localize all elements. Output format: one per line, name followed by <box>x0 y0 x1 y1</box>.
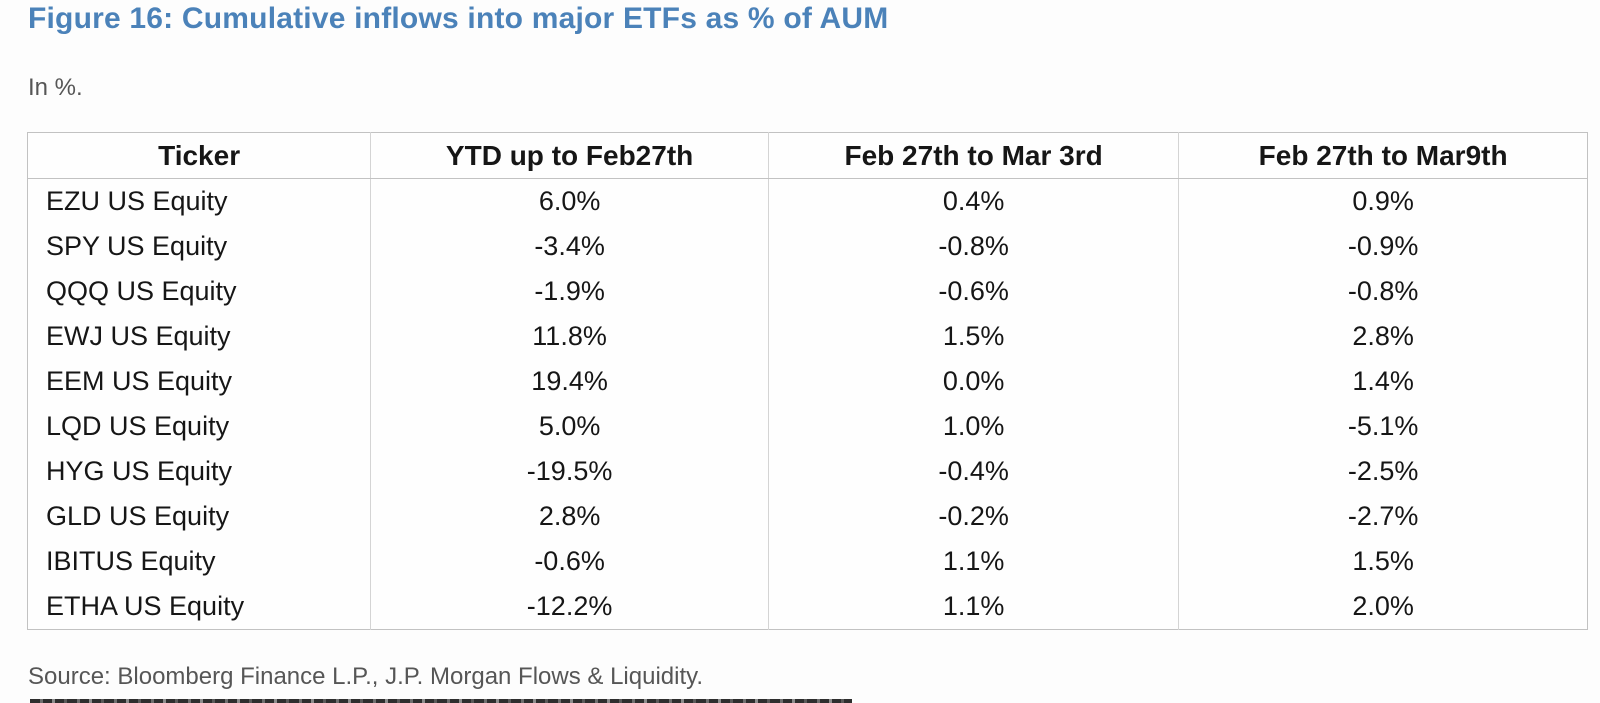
ticker-cell: ETHA US Equity <box>46 591 245 621</box>
value-cell: -0.6% <box>767 269 1179 314</box>
table-header-row: Ticker YTD up to Feb27th Feb 27th to Mar… <box>27 132 1588 179</box>
ticker-cell: LQD US Equity <box>46 411 230 441</box>
value-cell: 1.4% <box>1178 359 1588 404</box>
table-row: HYG US Equity -19.5% -0.4% -2.5% <box>28 449 1588 494</box>
value-cell: -0.2% <box>767 494 1179 539</box>
table-row: EZU US Equity 6.0% 0.4% 0.9% <box>28 178 1588 224</box>
value-cell: -0.4% <box>767 449 1179 494</box>
value-cell: -3.4% <box>370 224 769 269</box>
value-cell: -1.9% <box>370 269 769 314</box>
value-cell: -0.6% <box>370 539 769 584</box>
value-cell: -5.1% <box>1178 404 1588 449</box>
ticker-cell: EWJ US Equity <box>46 321 231 351</box>
table-row: LQD US Equity 5.0% 1.0% -5.1% <box>28 404 1588 449</box>
value-cell: 19.4% <box>370 359 769 404</box>
value-cell: -2.5% <box>1178 449 1588 494</box>
figure-subtitle: In %. <box>28 74 83 101</box>
ticker-cell: QQQ US Equity <box>46 276 237 306</box>
figure-title: Figure 16: Cumulative inflows into major… <box>28 2 889 35</box>
column-header-feb27-mar3: Feb 27th to Mar 3rd <box>767 132 1179 179</box>
value-cell: 1.1% <box>767 584 1179 630</box>
value-cell: 2.8% <box>1178 314 1588 359</box>
value-cell: 1.5% <box>767 314 1179 359</box>
value-cell: 0.4% <box>767 178 1179 224</box>
ticker-cell: IBITUS Equity <box>46 546 216 576</box>
value-cell: -0.8% <box>767 224 1179 269</box>
etf-flows-table: Ticker YTD up to Feb27th Feb 27th to Mar… <box>27 132 1588 630</box>
value-cell: -12.2% <box>370 584 769 630</box>
value-cell: 2.0% <box>1178 584 1588 630</box>
table-row: GLD US Equity 2.8% -0.2% -2.7% <box>28 494 1588 539</box>
column-header-feb27-mar9: Feb 27th to Mar9th <box>1178 132 1588 179</box>
ticker-cell: GLD US Equity <box>46 501 230 531</box>
value-cell: 0.0% <box>767 359 1179 404</box>
value-cell: -0.8% <box>1178 269 1588 314</box>
value-cell: 11.8% <box>370 314 769 359</box>
value-cell: 5.0% <box>370 404 769 449</box>
value-cell: 1.0% <box>767 404 1179 449</box>
value-cell: 1.1% <box>767 539 1179 584</box>
table-row: EEM US Equity 19.4% 0.0% 1.4% <box>28 359 1588 404</box>
value-cell: 2.8% <box>370 494 769 539</box>
table-row: ETHA US Equity -12.2% 1.1% 2.0% <box>28 584 1588 630</box>
ticker-cell: EEM US Equity <box>46 366 233 396</box>
column-header-ytd: YTD up to Feb27th <box>370 132 769 179</box>
table-row: QQQ US Equity -1.9% -0.6% -0.8% <box>28 269 1588 314</box>
value-cell: -0.9% <box>1178 224 1588 269</box>
value-cell: 1.5% <box>1178 539 1588 584</box>
table-row: EWJ US Equity 11.8% 1.5% 2.8% <box>28 314 1588 359</box>
ticker-cell: EZU US Equity <box>46 186 228 216</box>
source-note: Source: Bloomberg Finance L.P., J.P. Mor… <box>28 663 704 690</box>
table-row: IBITUS Equity -0.6% 1.1% 1.5% <box>28 539 1588 584</box>
clipped-text-artifact <box>30 699 852 703</box>
ticker-cell: SPY US Equity <box>46 231 228 261</box>
value-cell: 0.9% <box>1178 178 1588 224</box>
value-cell: 6.0% <box>370 178 769 224</box>
table-row: SPY US Equity -3.4% -0.8% -0.9% <box>28 224 1588 269</box>
value-cell: -2.7% <box>1178 494 1588 539</box>
value-cell: -19.5% <box>370 449 769 494</box>
ticker-cell: HYG US Equity <box>46 456 233 486</box>
column-header-ticker: Ticker <box>27 132 371 179</box>
